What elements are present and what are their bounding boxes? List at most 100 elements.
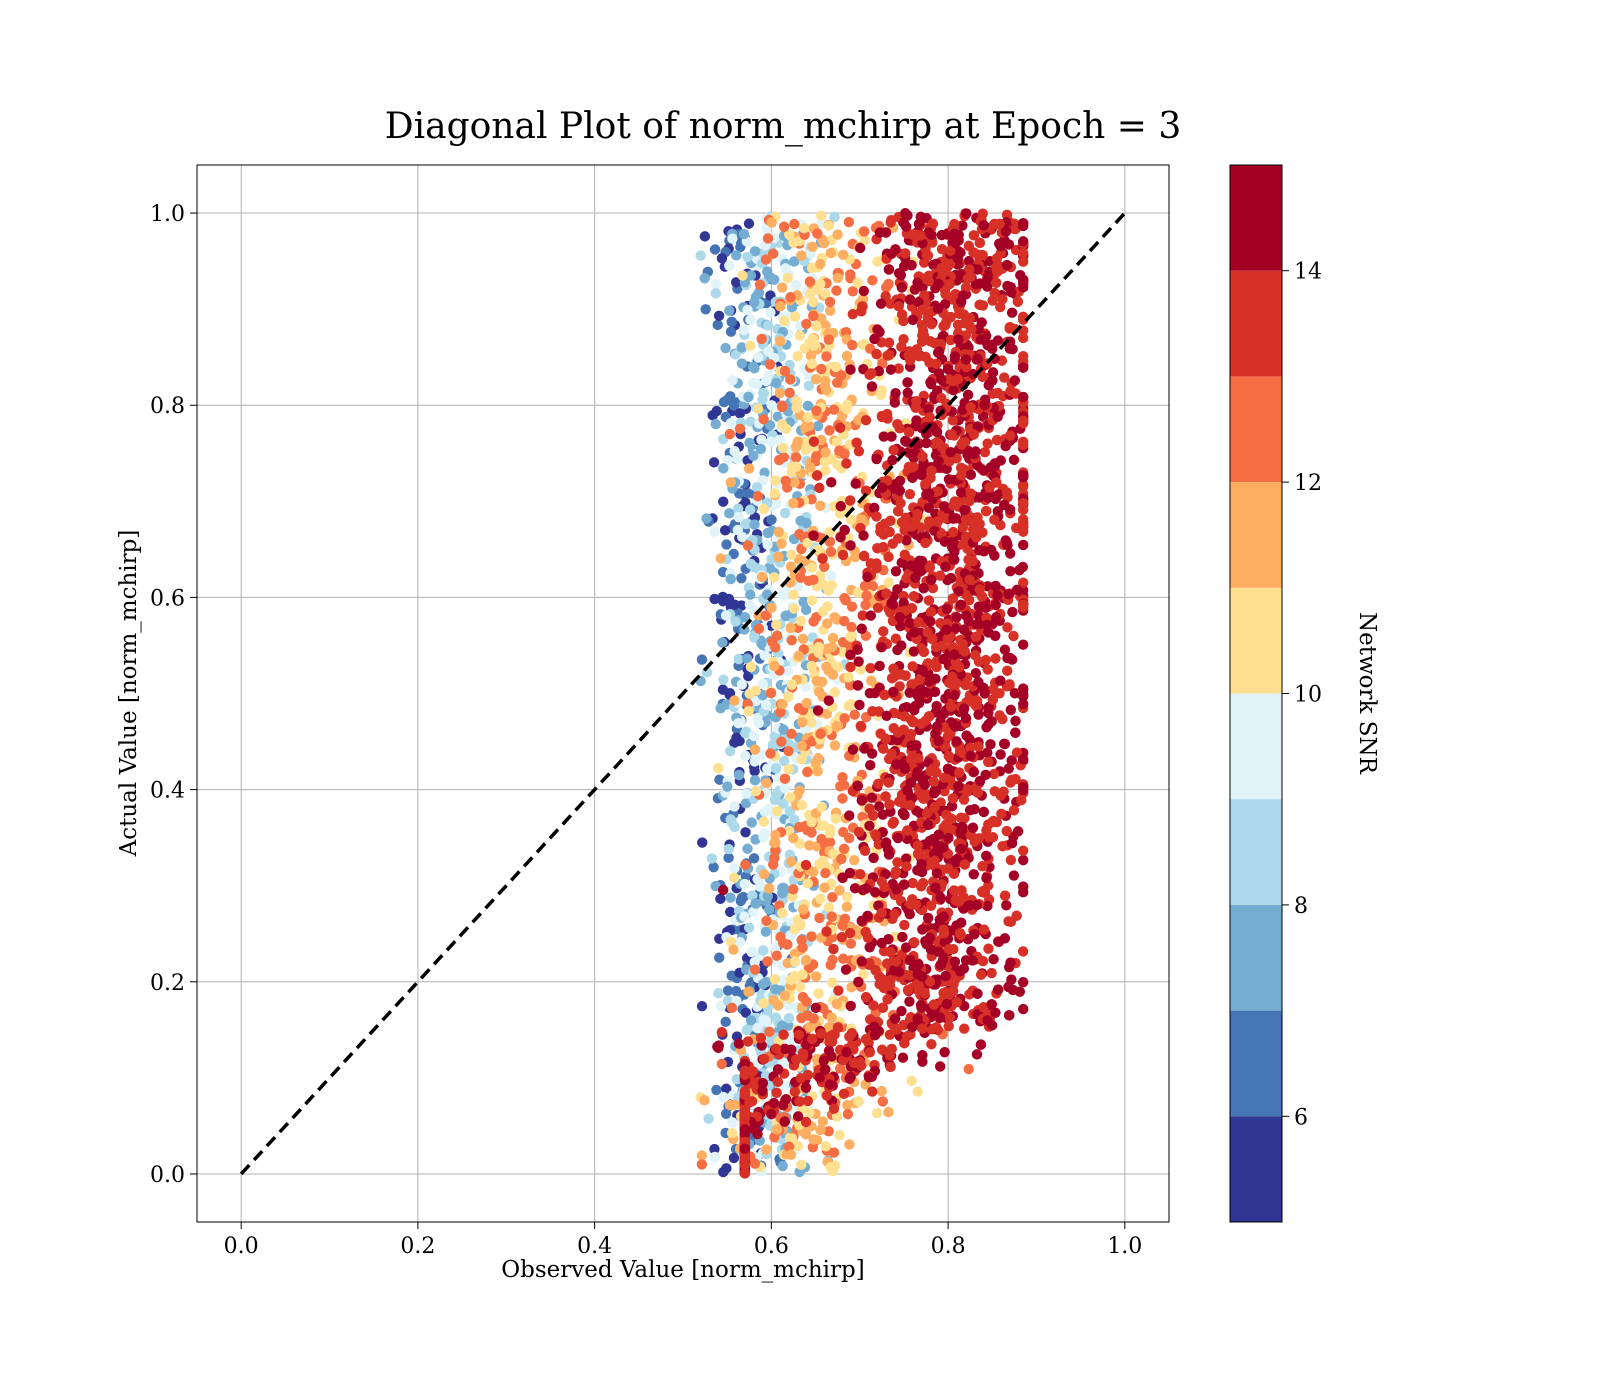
scatter-point	[992, 590, 1003, 601]
scatter-point	[948, 868, 960, 880]
scatter-point	[806, 562, 818, 573]
scatter-point	[954, 767, 965, 778]
scatter-point	[953, 586, 964, 597]
scatter-point	[880, 791, 891, 802]
scatter-point	[929, 801, 940, 813]
scatter-point	[775, 335, 786, 347]
scatter-point	[762, 233, 774, 244]
scatter-point	[841, 1046, 852, 1058]
scatter-point	[733, 653, 744, 665]
scatter-point	[765, 307, 776, 318]
scatter-point	[837, 872, 848, 883]
scatter-point	[814, 482, 825, 494]
scatter-point	[876, 385, 888, 396]
scatter-point	[929, 686, 941, 698]
scatter-point	[768, 1097, 780, 1109]
scatter-point	[925, 944, 937, 955]
scatter-point	[779, 1116, 791, 1127]
scatter-point	[742, 540, 754, 551]
scatter-point	[983, 756, 994, 768]
scatter-point	[817, 676, 828, 687]
scatter-point	[915, 230, 926, 241]
scatter-point	[802, 537, 813, 549]
scatter-point	[862, 910, 873, 922]
scatter-point	[865, 675, 877, 686]
scatter-point	[797, 633, 809, 644]
scatter-point	[729, 821, 740, 833]
scatter-point	[900, 942, 912, 953]
scatter-point	[777, 882, 788, 894]
x-tick-label: 0.8	[931, 1234, 966, 1259]
scatter-point	[968, 766, 980, 778]
scatter-point	[991, 477, 1002, 488]
scatter-point	[760, 610, 772, 621]
scatter-point	[845, 938, 857, 949]
scatter-point	[860, 415, 872, 426]
scatter-point	[779, 755, 790, 767]
scatter-point	[934, 570, 946, 581]
scatter-points	[695, 208, 1029, 1179]
scatter-point	[727, 375, 738, 386]
scatter-point	[873, 1025, 885, 1037]
scatter-point	[792, 1140, 803, 1152]
scatter-point	[926, 1039, 937, 1050]
scatter-point	[958, 963, 970, 974]
scatter-point	[823, 902, 835, 913]
scatter-point	[1018, 539, 1029, 551]
scatter-point	[936, 243, 948, 255]
scatter-point	[811, 405, 822, 417]
scatter-point	[723, 852, 734, 864]
scatter-point	[890, 866, 902, 878]
scatter-point	[908, 646, 920, 657]
scatter-point	[897, 931, 908, 943]
scatter-point	[751, 482, 763, 493]
x-tick-label: 0.6	[754, 1234, 789, 1259]
scatter-point	[980, 654, 992, 666]
scatter-point	[968, 429, 979, 440]
scatter-point	[738, 228, 750, 240]
scatter-point	[923, 404, 934, 415]
scatter-point	[837, 249, 849, 261]
scatter-point	[763, 904, 775, 915]
scatter-point	[777, 937, 789, 949]
scatter-point	[749, 956, 760, 968]
scatter-point	[726, 1002, 738, 1014]
scatter-point	[843, 671, 854, 683]
scatter-point	[935, 959, 947, 970]
scatter-point	[891, 884, 902, 895]
scatter-point	[847, 339, 858, 351]
scatter-point	[964, 312, 976, 324]
scatter-point	[697, 837, 708, 848]
scatter-point	[953, 781, 964, 792]
scatter-point	[725, 906, 736, 918]
scatter-point	[820, 384, 832, 396]
scatter-point	[839, 593, 850, 604]
scatter-point	[729, 1099, 740, 1111]
scatter-point	[752, 403, 764, 415]
scatter-point	[794, 1096, 805, 1107]
scatter-point	[1018, 218, 1029, 229]
scatter-point	[902, 984, 914, 996]
scatter-point	[739, 911, 750, 922]
scatter-point	[777, 698, 788, 710]
scatter-point	[1004, 652, 1016, 664]
scatter-point	[802, 766, 813, 778]
scatter-point	[857, 610, 868, 621]
scatter-point	[945, 446, 956, 458]
scatter-point	[975, 1039, 987, 1050]
scatter-point	[797, 1050, 809, 1062]
scatter-point	[699, 231, 711, 242]
scatter-point	[1011, 584, 1023, 596]
scatter-point	[877, 482, 888, 493]
scatter-point	[757, 678, 769, 690]
scatter-point	[982, 747, 993, 758]
scatter-point	[923, 502, 935, 514]
scatter-point	[757, 387, 769, 399]
scatter-point	[756, 571, 768, 583]
colorbar-tick-label: 8	[1294, 894, 1308, 919]
scatter-point	[725, 477, 736, 488]
scatter-point	[899, 549, 910, 560]
scatter-point	[725, 326, 737, 337]
colorbar-segment	[1230, 799, 1282, 905]
scatter-point	[720, 1016, 731, 1028]
